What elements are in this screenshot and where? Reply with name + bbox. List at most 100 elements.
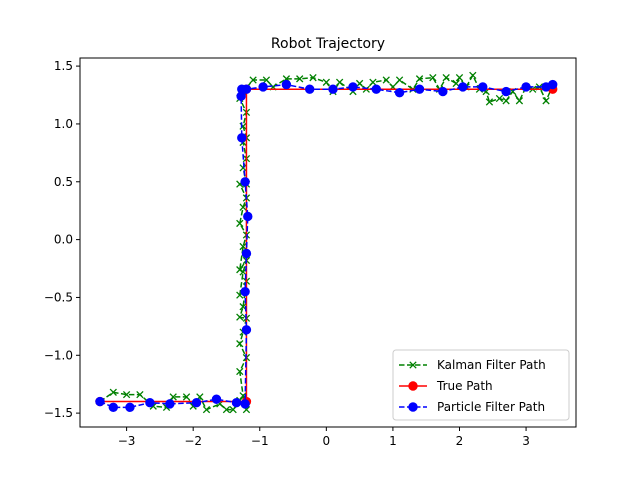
x-tick-label: −3 [118,434,136,448]
y-tick-label: 0.5 [54,175,73,189]
kalman-filter-path-point [485,98,494,106]
legend: Kalman Filter Path True Path Particle Filt… [392,349,570,421]
kalman-filter-path-point [169,393,177,401]
legend-entry-particle-filter-path: Particle Filter Path [399,400,545,414]
kalman-filter-path-point [495,94,504,103]
y-tick-label: −1.0 [44,348,73,362]
particle-filter-path-point [281,79,292,90]
particle-filter-path-series [95,79,558,413]
legend-label: Kalman Filter Path [437,358,546,372]
kalman-filter-path-point [322,78,330,86]
series-layer [95,71,558,414]
kalman-filter-path-point [239,242,247,251]
x-tick-label: −2 [184,434,202,448]
particle-filter-path-point [414,84,425,94]
particle-filter-path-point [231,398,242,408]
kalman-filter-path-point [296,75,304,83]
legend-swatch-marker [408,381,418,391]
kalman-filter-path-point [262,76,271,84]
particle-filter-path-point [241,248,252,259]
x-tick-label: 0 [323,434,331,448]
y-axis: −1.5 −1.0 −0.5 0.0 0.5 1.0 1.5 [44,59,80,420]
kalman-filter-path-point [515,97,524,105]
kalman-filter-path-point [236,219,244,228]
kalman-filter-path-point [236,313,244,321]
kalman-filter-path-point [355,79,364,88]
kalman-filter-path-point [236,367,244,376]
kalman-filter-path-point [202,405,211,414]
legend-swatch-marker [409,361,417,369]
kalman-filter-path-point [236,340,244,348]
kalman-filter-path-point [369,78,377,86]
plot-area-frame [79,57,577,428]
particle-filter-path-point [304,84,315,94]
particle-filter-path-point [394,88,405,98]
kalman-filter-path-point [442,74,450,82]
particle-filter-path-point [240,399,250,409]
particle-filter-path-point [258,82,268,92]
particle-filter-path-point [145,398,155,408]
particle-filter-path-point [547,79,558,90]
legend-label: Particle Filter Path [437,400,545,414]
legend-label: True Path [436,379,493,393]
kalman-filter-path-point [239,203,247,211]
particle-filter-path-point [478,82,488,92]
kalman-filter-path-point [455,74,464,82]
particle-filter-path-point [191,398,202,408]
particle-filter-path-point [458,82,468,92]
kalman-filter-path-point [239,164,247,172]
particle-filter-path-point [348,82,358,92]
particle-filter-path-point [211,394,222,404]
kalman-filter-path-point [136,390,144,399]
x-tick-label: 3 [522,434,530,448]
particle-filter-path-point [328,84,338,94]
kalman-filter-path-point [249,76,257,84]
particle-filter-path-point [95,396,105,407]
particle-filter-path-point [240,177,250,187]
particle-filter-path-point [237,133,247,143]
legend-entry-true-path: True Path [399,379,493,393]
kalman-filter-path-point [229,405,237,414]
chart-title: Robot Trajectory [271,36,385,52]
x-tick-label: 1 [389,434,397,448]
kalman-filter-path-point [502,97,510,105]
y-tick-label: −1.5 [44,406,73,420]
particle-filter-path-point [108,402,118,413]
particle-filter-path-point [165,399,175,409]
legend-entry-kalman-filter-path: Kalman Filter Path [399,358,546,372]
kalman-filter-path-point [309,74,317,82]
y-tick-label: 1.0 [54,117,73,131]
particle-filter-path-point [521,82,531,92]
particle-filter-path-point [438,86,448,97]
y-tick-label: 0.0 [54,233,73,247]
kalman-filter-path-point [469,71,477,80]
particle-filter-path-point [241,84,252,94]
particle-filter-path-point [125,402,135,413]
particle-filter-path-point [501,86,511,97]
kalman-filter-path-point [122,390,131,399]
kalman-filter-path-point [236,266,244,274]
kalman-filter-path-point [452,79,460,88]
particle-filter-path-point [241,325,252,335]
y-tick-label: −0.5 [44,290,73,304]
particle-filter-path-point [240,286,250,297]
legend-box [392,349,570,421]
kalman-filter-path-point [542,97,550,105]
y-tick-label: 1.5 [54,59,73,73]
x-tick-label: −1 [251,434,269,448]
kalman-filter-path-point [222,405,231,414]
particle-filter-path-line [99,83,553,409]
particle-filter-path-point [371,84,381,94]
kalman-filter-path-point [182,393,191,401]
kalman-filter-path-point [429,74,437,82]
kalman-filter-path-point [382,76,390,84]
x-tick-label: 2 [456,434,464,448]
x-axis: −3 −2 −1 0 1 2 3 [118,427,530,448]
legend-swatch-marker [408,402,418,412]
particle-filter-path-point [243,211,253,222]
kalman-filter-path-point [109,388,117,396]
kalman-filter-path-point [395,76,404,84]
kalman-filter-path-point [335,78,344,86]
kalman-filter-path-point [415,75,424,83]
